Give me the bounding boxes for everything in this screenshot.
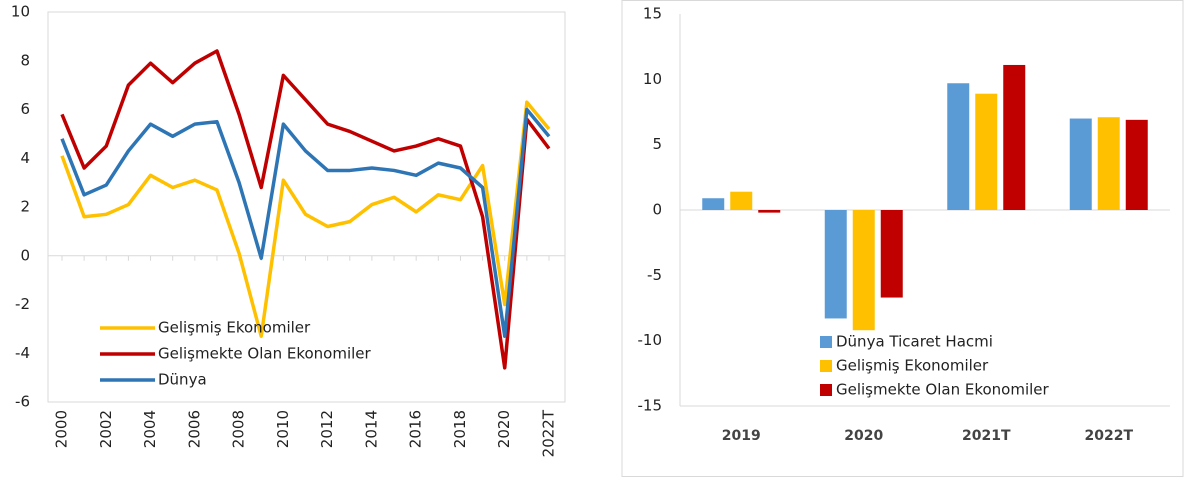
y-tick-label: 8	[20, 51, 30, 69]
x-tick-label: 2004	[141, 410, 159, 448]
bar	[852, 210, 875, 331]
y-tick-label: 2	[20, 198, 30, 216]
legend-label: Gelişmekte Olan Ekonomiler	[158, 345, 372, 363]
bar	[1125, 119, 1148, 210]
bar	[758, 210, 781, 213]
x-tick-label: 2022T	[1084, 428, 1133, 444]
x-tick-label: 2000	[53, 410, 71, 448]
y-tick-label: -10	[638, 331, 663, 349]
line	[60, 49, 551, 370]
y-tick-label: 0	[20, 246, 30, 264]
x-tick-label: 2016	[407, 410, 425, 448]
x-tick-label: 2020	[844, 428, 883, 444]
x-tick-label: 2018	[451, 410, 469, 448]
bar	[824, 210, 847, 319]
bar	[702, 198, 725, 210]
y-tick-label: 6	[20, 100, 30, 118]
y-tick-label: -2	[15, 295, 30, 313]
y-tick-label: 10	[11, 3, 30, 21]
bar	[880, 210, 903, 298]
y-tick-label: -4	[15, 344, 30, 362]
x-tick-label: 2010	[274, 410, 292, 448]
x-tick-label: 2021T	[962, 428, 1011, 444]
x-tick-label: 2022T	[540, 409, 558, 457]
x-tick-label: 2019	[722, 428, 761, 444]
line	[60, 107, 551, 338]
line	[60, 100, 551, 338]
bar	[730, 191, 753, 210]
x-tick-label: 2002	[97, 410, 115, 448]
x-tick-label: 2008	[230, 410, 248, 448]
legend-swatch	[820, 384, 832, 396]
y-tick-label: 4	[20, 149, 30, 167]
bar	[1069, 118, 1092, 210]
bar	[975, 93, 998, 210]
y-tick-label: 5	[652, 135, 662, 153]
y-tick-label: 10	[643, 70, 662, 88]
bar	[1097, 117, 1120, 210]
bar	[1003, 64, 1026, 211]
y-tick-label: -6	[15, 393, 30, 411]
legend-label: Dünya	[158, 371, 207, 389]
x-tick-label: 2012	[318, 410, 336, 448]
legend-swatch	[820, 360, 832, 372]
y-tick-label: -5	[647, 266, 662, 284]
bar	[947, 83, 970, 210]
legend-label: Dünya Ticaret Hacmi	[836, 333, 993, 351]
x-tick-label: 2014	[362, 410, 380, 448]
legend-label: Gelişmiş Ekonomiler	[158, 319, 311, 337]
y-tick-label: -15	[638, 397, 663, 415]
x-tick-label: 2020	[495, 410, 513, 448]
x-tick-label: 2006	[185, 410, 203, 448]
legend-label: Gelişmiş Ekonomiler	[836, 357, 989, 375]
legend-swatch	[820, 336, 832, 348]
y-tick-label: 0	[652, 201, 662, 219]
y-tick-label: 15	[643, 5, 662, 23]
plot-frame	[47, 11, 566, 403]
legend-label: Gelişmekte Olan Ekonomiler	[836, 381, 1050, 399]
